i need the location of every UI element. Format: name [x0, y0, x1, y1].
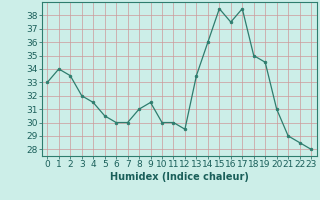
X-axis label: Humidex (Indice chaleur): Humidex (Indice chaleur) [110, 172, 249, 182]
